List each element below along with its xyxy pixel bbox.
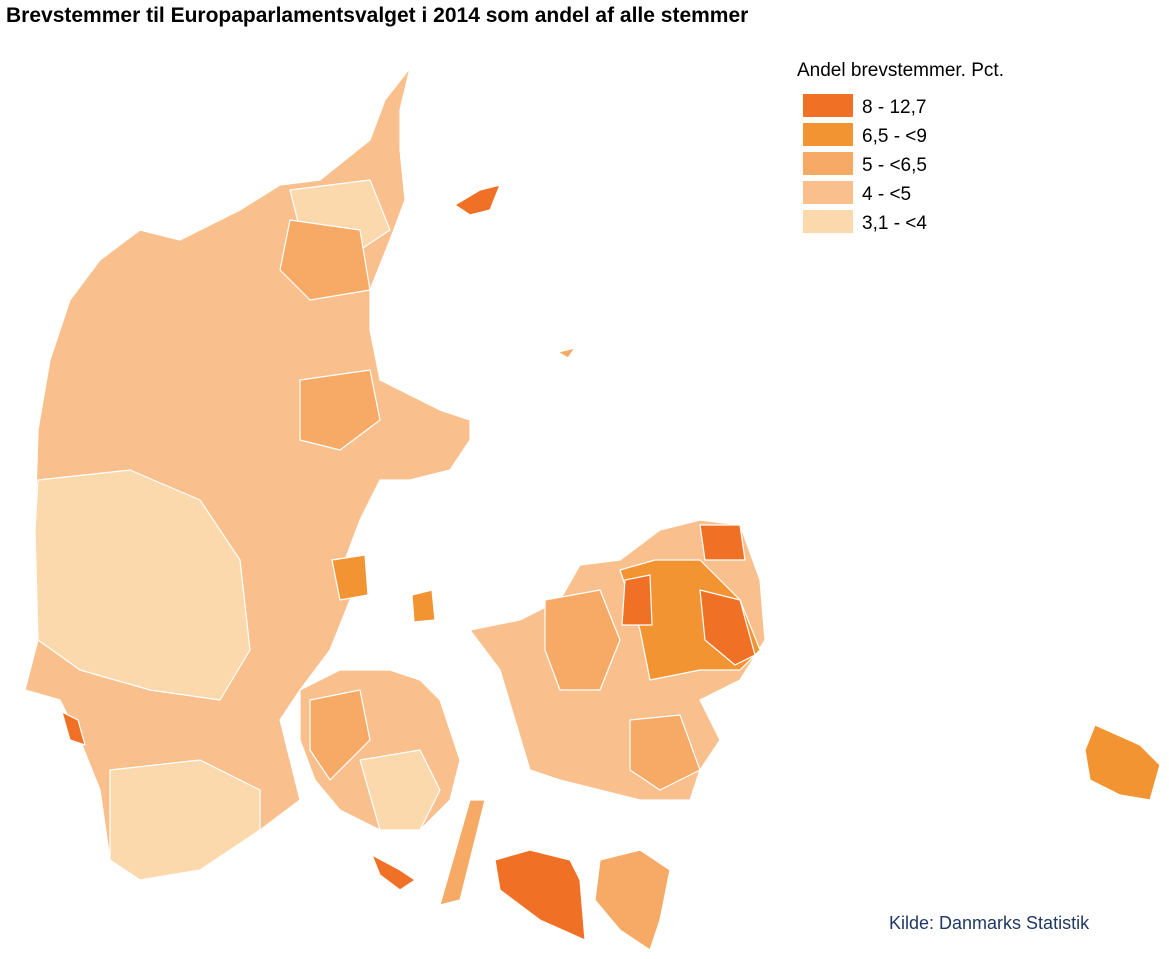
- legend-label: 4 - <5: [862, 184, 911, 205]
- legend: 8 - 12,7 6,5 - <9 5 - <6,5 4 - <5 3,1 - <4: [803, 94, 927, 234]
- falster: [594, 849, 671, 951]
- anholt: [557, 347, 576, 359]
- lolland: [494, 849, 586, 941]
- legend-label: 5 - <6,5: [862, 155, 927, 176]
- region: [61, 711, 86, 746]
- map: [24, 67, 1161, 951]
- langeland: [439, 799, 486, 906]
- region: [109, 759, 261, 881]
- region: [299, 369, 381, 451]
- region: [699, 524, 746, 561]
- legend-swatch: [803, 210, 853, 233]
- region: [279, 219, 371, 301]
- region: [371, 854, 416, 891]
- region: [621, 574, 653, 626]
- legend-label: 3,1 - <4: [862, 213, 927, 234]
- bornholm: [1084, 724, 1161, 801]
- region: [359, 749, 441, 831]
- region: [331, 554, 369, 601]
- legend-title: Andel brevstemmer. Pct.: [797, 60, 1004, 81]
- legend-swatch: [803, 94, 853, 117]
- legend-swatch: [803, 181, 853, 204]
- region: [34, 469, 251, 701]
- region: [309, 689, 371, 781]
- legend-swatch: [803, 152, 853, 175]
- region: [699, 589, 756, 666]
- region: [544, 589, 621, 691]
- region: [411, 589, 436, 623]
- legend-swatch: [803, 123, 853, 146]
- laeso: [454, 184, 501, 216]
- region: [629, 714, 701, 791]
- legend-label: 6,5 - <9: [862, 126, 927, 147]
- title: Brevstemmer til Europaparlamentsvalget i…: [6, 4, 748, 27]
- source: Kilde: Danmarks Statistik: [889, 913, 1090, 933]
- legend-label: 8 - 12,7: [862, 97, 926, 118]
